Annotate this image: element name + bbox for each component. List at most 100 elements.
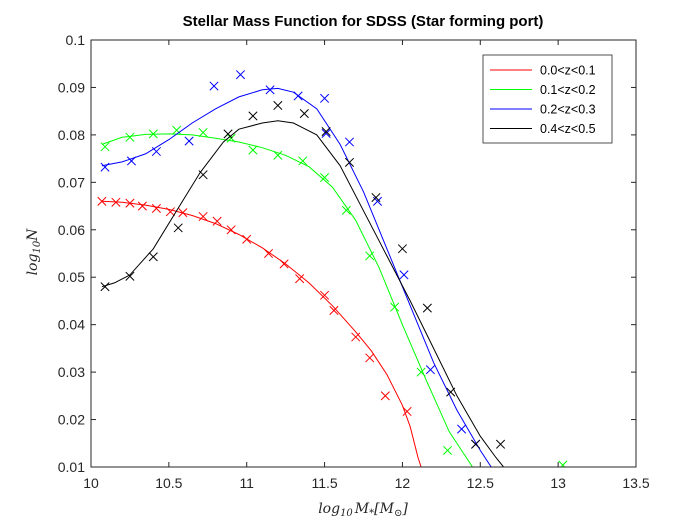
marker-stroke [198,127,208,138]
marker-stroke [320,93,330,103]
series-2 [100,125,568,467]
marker-stroke [471,439,481,449]
legend-entry: 0.2<z<0.3 [490,103,596,117]
marker-stroke [265,85,275,95]
data-point-marker [100,142,110,152]
series-line [101,87,492,467]
marker-stroke [263,248,274,259]
data-point-marker [97,196,107,206]
data-point-marker [111,197,121,207]
data-point-marker [351,332,361,342]
x-tick-labels: 10 10.5 11 11.5 12 12.5 13 13.5 [83,475,650,491]
axes-frame [90,39,637,468]
data-point-marker [279,259,289,269]
marker-stroke [321,128,331,139]
marker-stroke [151,146,161,157]
marker-stroke [371,192,381,203]
data-point-marker [125,132,135,142]
y-tick-label: 0.09 [58,79,85,95]
data-point-marker [212,216,222,226]
data-point-marker [425,365,436,375]
marker-stroke [365,353,375,363]
marker-stroke [416,367,426,377]
marker-stroke [226,133,236,143]
marker-stroke [372,196,383,206]
y-tick-label: 0.07 [58,174,85,190]
legend-label: 0.4<z<0.5 [540,122,596,136]
series-1 [97,196,422,467]
legend-entries: 0.0<z<0.1 0.1<z<0.2 0.2<z<0.3 0.4<z<0.5 [490,64,596,136]
data-point-marker [226,133,236,143]
marker-stroke [273,150,283,160]
marker-stroke [100,282,110,292]
marker-stroke [111,197,121,207]
data-point-marker [320,173,330,183]
data-point-marker [397,244,407,254]
data-point-marker [321,127,331,137]
x-tick-label: 12.5 [467,475,494,491]
marker-stroke [365,251,375,261]
data-point-marker [320,93,330,103]
data-point-marker [495,439,506,449]
data-point-marker [151,203,161,213]
data-point-marker [273,150,283,160]
y-tick-label: 0.04 [58,317,85,333]
data-point-marker [299,108,309,119]
marker-stroke [248,145,258,155]
marker-stroke [273,100,283,111]
marker-stroke [298,156,308,166]
series-layer [97,70,568,467]
data-point-marker [248,145,258,155]
marker-stroke [443,445,453,455]
data-point-marker [390,302,400,312]
x-axis-label: log10 M*[M⊙] [318,501,408,519]
y-tick-labels: 0.01 0.02 0.03 0.04 0.05 0.06 0.07 0.08 0.09 0.1 [58,32,85,475]
series-4 [100,100,506,467]
x-tick-label: 13.5 [622,475,649,491]
legend-label: 0.1<z<0.2 [540,83,596,97]
data-point-marker [344,157,355,167]
x-tick-label: 12 [395,475,411,491]
data-point-marker [173,223,183,233]
y-tick-label: 0.08 [58,127,85,143]
marker-stroke [184,136,194,146]
data-point-marker [422,303,432,313]
data-point-marker [365,251,375,261]
marker-stroke [293,91,303,101]
marker-stroke [397,244,407,254]
data-point-marker [273,100,283,111]
marker-stroke [390,302,400,312]
data-point-marker [399,270,409,280]
marker-stroke [137,201,147,211]
marker-stroke [226,225,236,235]
marker-stroke [321,127,331,137]
series-line [101,200,422,467]
marker-stroke [242,234,252,244]
data-point-marker [100,282,110,292]
data-point-marker [125,198,135,208]
data-point-marker [148,252,158,262]
marker-stroke [380,391,390,401]
data-point-marker [235,70,246,80]
data-point-marker [226,225,236,235]
marker-stroke [223,129,233,139]
marker-stroke [126,156,137,166]
marker-stroke [329,305,339,315]
data-point-marker [223,129,233,139]
data-point-marker [265,85,275,95]
x-tick-label: 11 [239,475,254,491]
data-point-marker [126,156,137,166]
series-line [101,133,473,467]
y-tick-label: 0.06 [58,222,85,238]
x-tick-label: 11.5 [311,475,337,491]
y-axis-label: log10N [25,228,43,276]
ticks-layer [90,39,637,468]
marker-stroke [295,274,305,284]
marker-stroke [125,198,135,208]
marker-stroke [212,216,222,226]
marker-stroke [344,157,355,167]
legend: 0.0<z<0.1 0.1<z<0.2 0.2<z<0.3 0.4<z<0.5 [482,54,613,144]
marker-stroke [351,332,361,342]
data-point-marker [320,290,330,300]
